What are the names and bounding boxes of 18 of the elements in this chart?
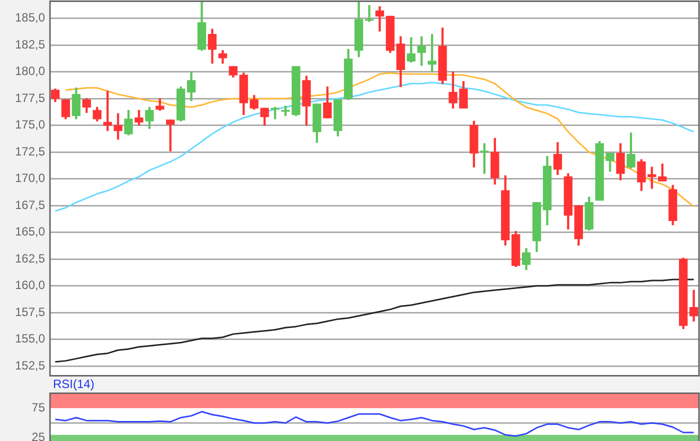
candlestick [364,5,374,22]
y-tick-label: 172,5 [14,144,46,158]
chart-title: RSI(14) [53,377,94,391]
y-tick-label: 162,5 [14,251,46,266]
y-tick-label: 160,0 [14,278,46,292]
y-tick-label: 157,5 [14,304,46,319]
y-tick-label: 180,0 [14,64,46,78]
y-tick-label: 175,0 [14,118,46,132]
y-tick-label: 177,5 [14,90,46,105]
y-tick-label: 155,0 [14,332,46,346]
y-tick-label: 170,0 [14,171,46,186]
y-tick-label: 165,0 [14,224,46,239]
y-tick-label: 185,0 [14,10,46,25]
y-tick-label: 25 [32,430,46,441]
y-tick-label: 75 [32,400,46,414]
y-tick-label: 152,5 [14,358,46,372]
y-tick-label: 182,5 [14,37,46,52]
y-tick-label: 167,5 [14,198,46,212]
